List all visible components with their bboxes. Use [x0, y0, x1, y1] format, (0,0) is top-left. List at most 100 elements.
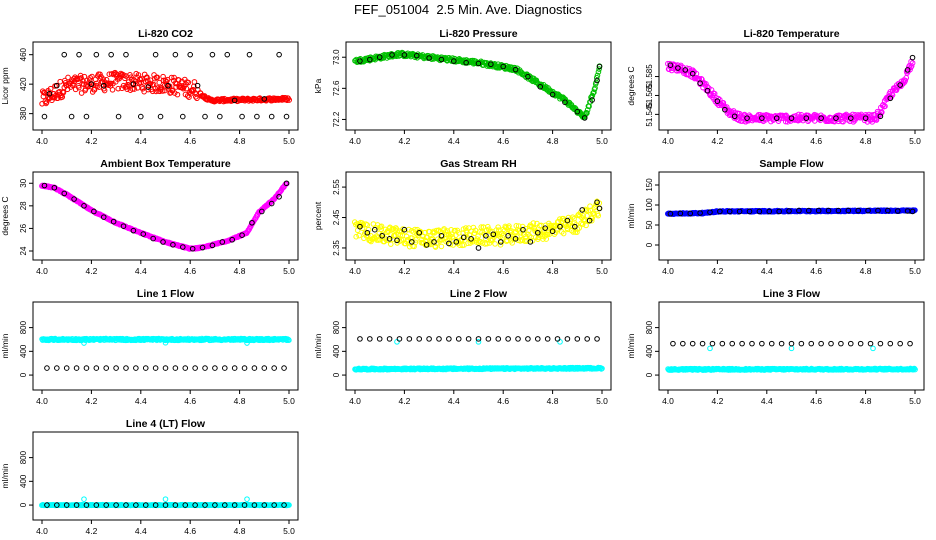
- data-point: [174, 91, 181, 98]
- data-point: [778, 340, 785, 347]
- chart-panel-1: Li-820 CO2 Licor ppm 4.0 4.2 4.4 4.6 4.8 5.0 380…: [0, 28, 299, 146]
- data-point: [192, 502, 198, 508]
- plot-frame: [658, 41, 925, 131]
- x-tick-label: 4.2: [85, 526, 97, 536]
- data-point: [581, 115, 588, 121]
- data-point: [224, 51, 231, 58]
- data-point: [744, 115, 750, 121]
- data-point: [103, 502, 110, 508]
- x-tick-label: 4.2: [85, 396, 97, 406]
- data-point: [909, 54, 916, 61]
- x-tick-label: 4.0: [36, 396, 48, 406]
- x-tick-label: 4.4: [135, 266, 147, 276]
- x-tick-label: 4.2: [711, 396, 723, 406]
- plot-frame: [658, 171, 925, 261]
- data-point: [475, 245, 482, 251]
- data-point: [202, 365, 208, 371]
- data-point: [505, 336, 511, 342]
- x-tick-label: 4.0: [36, 266, 48, 276]
- x-tick-label: 4.4: [448, 396, 460, 406]
- data-point: [286, 97, 293, 103]
- data-point: [57, 78, 63, 85]
- data-point: [81, 340, 87, 346]
- x-tick-label: 4.6: [184, 526, 196, 536]
- x-tick-label: 4.4: [448, 266, 460, 276]
- data-point: [142, 365, 149, 371]
- chart-title: Li-820 Pressure: [439, 28, 517, 40]
- data-point: [870, 345, 876, 352]
- data-point: [475, 233, 481, 240]
- data-point: [485, 223, 491, 230]
- data-point: [721, 104, 728, 110]
- data-point: [687, 210, 694, 217]
- data-point: [594, 336, 600, 342]
- x-tick-label: 4.2: [711, 266, 723, 276]
- y-axis-label: ml/min: [0, 333, 10, 358]
- data-point: [81, 203, 87, 209]
- data-point: [202, 502, 208, 508]
- data-point: [364, 222, 371, 228]
- data-point: [560, 230, 567, 237]
- chart-panel-7: Line 1 Flow ml/min 4.0 4.2 4.4 4.6 4.8 5.0 0 400 8…: [0, 288, 299, 406]
- data-point: [902, 77, 909, 84]
- data-point: [165, 82, 171, 89]
- data-point: [401, 52, 408, 58]
- data-point: [847, 340, 854, 347]
- data-point: [426, 228, 433, 235]
- data-point: [107, 80, 114, 87]
- data-point: [894, 208, 901, 214]
- data-point: [667, 211, 674, 217]
- y-tick-label: 51.585: [645, 64, 654, 89]
- data-point: [584, 110, 590, 116]
- data-point: [217, 113, 223, 120]
- chart-title: Gas Stream RH: [440, 158, 516, 170]
- data-point: [93, 51, 100, 58]
- data-point: [862, 115, 869, 121]
- data-point: [788, 345, 795, 352]
- plot-frame: [32, 301, 299, 391]
- x-tick-label: 4.0: [662, 266, 674, 276]
- data-point: [527, 239, 534, 245]
- data-point: [76, 84, 82, 91]
- data-point: [194, 82, 201, 89]
- y-tick-label: 28: [19, 201, 28, 210]
- chart-panel-10: Line 4 (LT) Flow ml/min 4.0 4.2 4.4 4.6 4.8 5.0…: [0, 418, 299, 536]
- data-point: [93, 80, 100, 87]
- x-tick-label: 4.2: [398, 266, 410, 276]
- data-point: [731, 113, 738, 120]
- data-point: [893, 87, 900, 93]
- x-tick-label: 5.0: [596, 266, 608, 276]
- data-point: [558, 222, 565, 229]
- data-point: [746, 208, 753, 215]
- data-point: [509, 240, 516, 246]
- data-point: [443, 231, 450, 238]
- data-point: [594, 199, 600, 206]
- data-point: [709, 340, 716, 347]
- data-point: [534, 229, 541, 236]
- plot-area: [39, 51, 293, 120]
- data-point: [524, 238, 530, 244]
- data-point: [537, 83, 544, 90]
- data-point: [68, 113, 75, 120]
- data-point: [796, 207, 802, 214]
- series-2: [41, 51, 290, 120]
- data-point: [357, 58, 363, 64]
- data-point: [833, 115, 839, 121]
- data-point: [722, 106, 728, 113]
- data-point: [166, 84, 172, 90]
- data-point: [488, 61, 494, 68]
- series-2: [357, 199, 603, 251]
- data-point: [693, 74, 699, 81]
- data-point: [887, 95, 894, 102]
- y-tick-label: 800: [19, 450, 28, 464]
- data-point: [909, 208, 916, 215]
- data-point: [144, 74, 150, 80]
- data-point: [512, 66, 519, 73]
- x-tick-label: 4.8: [547, 266, 559, 276]
- data-point: [115, 113, 122, 120]
- y-tick-label: 800: [645, 320, 654, 334]
- data-point: [140, 231, 147, 237]
- data-point: [145, 84, 152, 90]
- data-point: [596, 66, 602, 72]
